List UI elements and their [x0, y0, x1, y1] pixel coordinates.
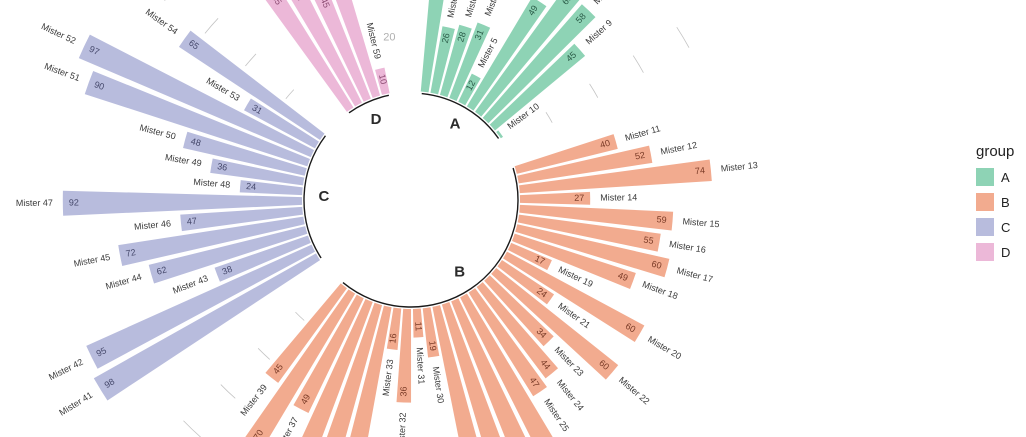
svg-text:B: B [454, 263, 465, 280]
svg-text:36: 36 [216, 161, 228, 173]
svg-text:11: 11 [413, 321, 423, 331]
svg-text:72: 72 [125, 247, 137, 259]
svg-text:C: C [318, 188, 329, 205]
svg-text:59: 59 [656, 214, 667, 225]
svg-text:24: 24 [246, 181, 257, 192]
svg-text:Mister 14: Mister 14 [600, 192, 637, 202]
svg-text:55: 55 [643, 234, 655, 246]
svg-text:Mister 31: Mister 31 [415, 347, 427, 385]
svg-text:52: 52 [634, 150, 646, 162]
svg-text:26: 26 [440, 32, 452, 44]
svg-text:Mister 32: Mister 32 [396, 412, 407, 437]
svg-text:Mister 47: Mister 47 [16, 198, 53, 208]
svg-text:27: 27 [574, 193, 584, 203]
svg-text:A: A [450, 116, 461, 133]
svg-text:47: 47 [186, 216, 197, 227]
svg-text:20: 20 [383, 31, 395, 43]
svg-text:D: D [371, 111, 382, 128]
svg-text:74: 74 [694, 165, 705, 176]
svg-text:36: 36 [398, 386, 408, 396]
svg-text:16: 16 [387, 333, 398, 344]
svg-text:92: 92 [69, 197, 79, 207]
svg-text:19: 19 [427, 340, 438, 351]
